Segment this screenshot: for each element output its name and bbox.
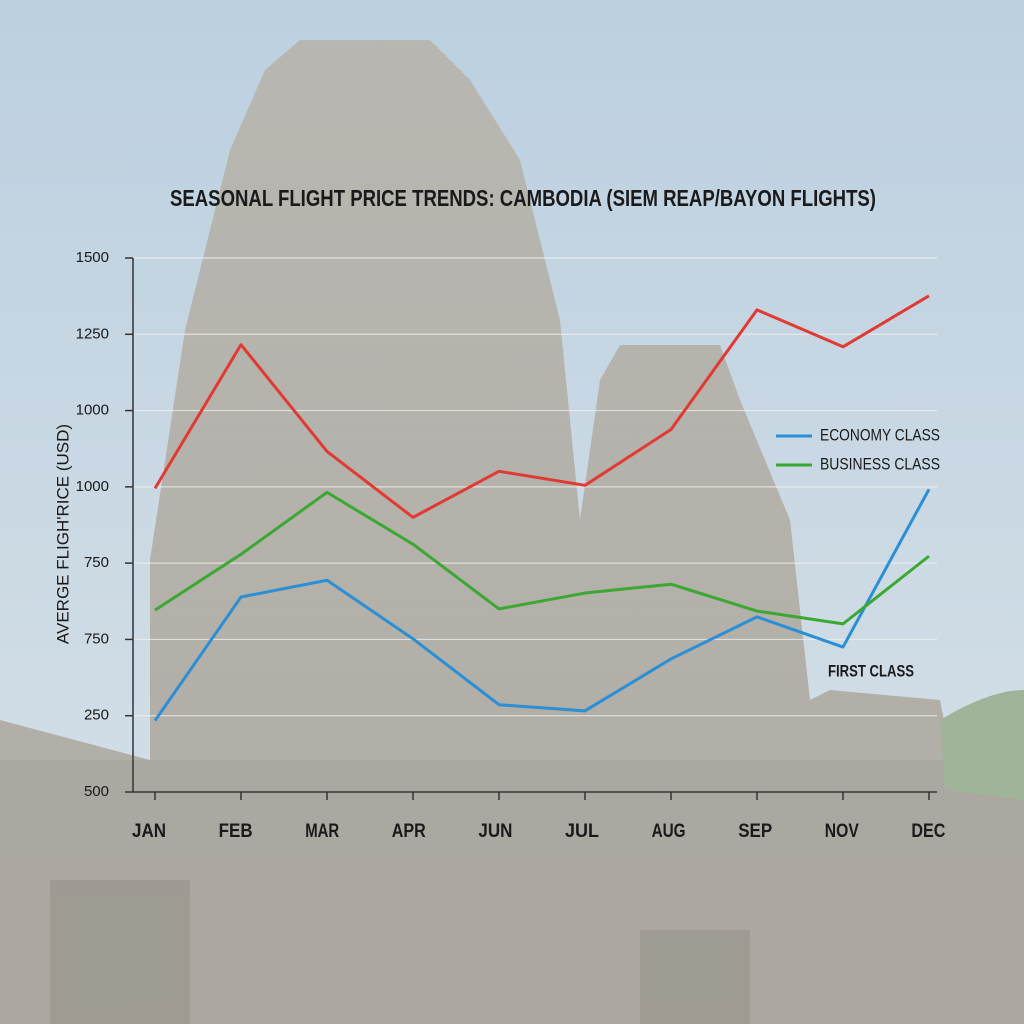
y-tick-label: 750 (84, 554, 109, 571)
x-tick-label: JAN (132, 821, 166, 842)
x-tick-label: NOV (825, 821, 859, 842)
x-tick-label: MAR (305, 821, 339, 842)
y-tick-label: 1500 (76, 249, 109, 266)
chart-title: SEASONAL FLIGHT PRICE TRENDS: CAMBODIA (… (170, 185, 876, 211)
legend-label: ECONOMY CLASS (820, 425, 940, 444)
x-tick-label: JUL (565, 821, 599, 842)
y-axis-label: AVERGE FLIGH'RICE (USD) (53, 424, 72, 644)
x-tick-label: FEB (219, 821, 253, 842)
y-tick-label: 1250 (76, 325, 109, 342)
y-tick-label: 750 (84, 630, 109, 647)
x-tick-label: AUG (652, 821, 686, 842)
y-tick-label: 1000 (76, 478, 109, 495)
x-tick-label: APR (392, 821, 426, 842)
x-tick-label: DEC (911, 821, 945, 842)
x-tick-label: JUN (478, 821, 512, 842)
series-annotation: FIRST CLASS (828, 661, 914, 680)
y-tick-label: 500 (84, 783, 109, 800)
x-tick-label: SEP (738, 821, 772, 842)
series-line (153, 488, 931, 722)
series-line (153, 294, 930, 519)
y-tick-label: 250 (84, 707, 109, 724)
y-tick-label: 1000 (76, 402, 109, 419)
background-temple (0, 40, 1024, 1024)
legend-label: BUSINESS CLASS (820, 454, 940, 473)
series-line (154, 490, 930, 626)
